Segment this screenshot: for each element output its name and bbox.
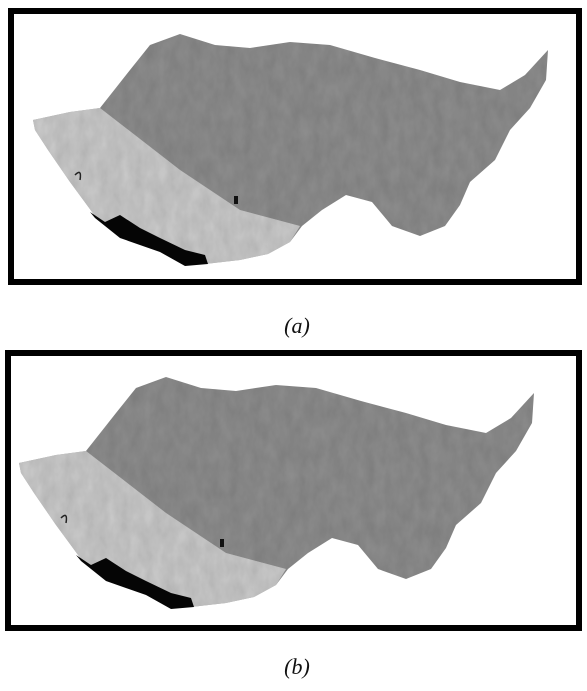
caption: (a) [284, 313, 310, 338]
panel-b: (b) [8, 353, 579, 679]
figure: (a) (b) [0, 0, 587, 686]
panel-a: (a) [11, 11, 579, 338]
page: (a) (b) (() => { const data = JSON.parse… [0, 0, 587, 686]
caption: (b) [284, 654, 310, 679]
